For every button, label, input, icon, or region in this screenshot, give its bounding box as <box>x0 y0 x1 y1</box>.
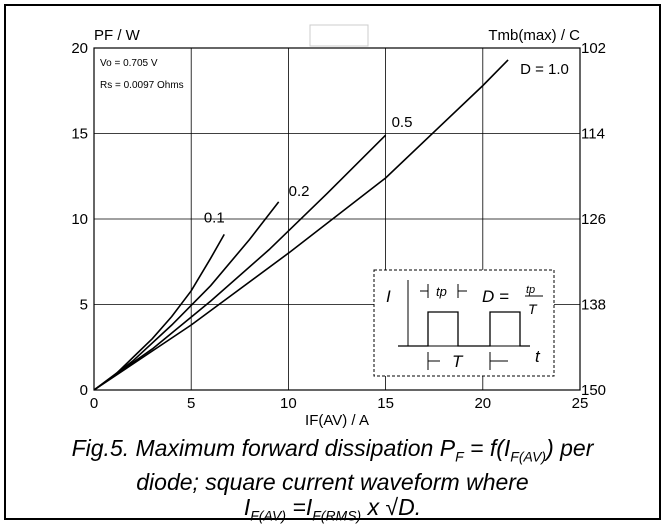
curve-labels: 0.1 0.2 0.5 D = 1.0 <box>204 61 569 226</box>
x-axis-label: IF(AV) / A <box>305 412 369 429</box>
x-tick-label: 5 <box>187 395 195 412</box>
x-tick-label: 25 <box>572 395 589 412</box>
series-line <box>93 134 387 391</box>
tick-labels: 0 5 10 15 20 25 0 5 10 15 20 150 138 126 114 102 <box>71 40 606 412</box>
inset-formula-left: D = <box>482 287 509 306</box>
square-wave <box>398 311 530 347</box>
blank-box <box>309 24 369 47</box>
inset-period: T <box>452 352 464 371</box>
param-vo: Vo = 0.705 V <box>100 58 158 69</box>
inset-formula-num: tp <box>526 284 535 296</box>
y-tick-label: 15 <box>71 126 88 143</box>
y-axis-label-right: Tmb(max) / C <box>488 27 580 44</box>
y-axis-label-left: PF / W <box>94 27 141 44</box>
x-tick-label: 20 <box>474 395 491 412</box>
y2-tick-label: 126 <box>581 211 606 228</box>
inset-formula-den: T <box>528 301 538 317</box>
series-label: D = 1.0 <box>520 61 569 78</box>
curves <box>93 59 509 391</box>
inset-border <box>373 269 555 377</box>
caption-sub-fav: F(AV) <box>250 507 287 524</box>
caption-sub-pf: F <box>455 448 464 465</box>
y-tick-label: 5 <box>80 297 88 314</box>
x-tick-label: 15 <box>377 395 394 412</box>
caption-text-b: = f(I <box>463 435 511 461</box>
y-tick-label: 10 <box>71 211 88 228</box>
param-rs: Rs = 0.0097 Ohms <box>100 80 184 91</box>
caption-text-d: I <box>243 493 251 520</box>
inset-axis-i: I <box>386 287 391 306</box>
caption-text-f: x √D. <box>361 493 422 520</box>
x-tick-label: 10 <box>280 395 297 412</box>
caption-sub-frms: F(RMS) <box>312 507 362 524</box>
y2-tick-label: 138 <box>581 297 606 314</box>
y2-tick-label: 150 <box>581 382 606 399</box>
waveform-inset: I t tp T D = tp T <box>373 269 555 377</box>
y-tick-label: 0 <box>80 382 88 399</box>
series-label: 0.2 <box>289 183 310 200</box>
caption-line-2: diode; square current waveform where <box>136 468 529 495</box>
y2-tick-label: 102 <box>581 40 606 57</box>
series-line <box>93 201 280 391</box>
series-line <box>93 233 225 391</box>
series-line <box>93 59 509 391</box>
series-label: 0.1 <box>204 209 225 226</box>
figure-frame <box>4 4 661 520</box>
caption-text-c: ) per <box>546 435 594 461</box>
plot-border <box>93 47 581 391</box>
caption-text-a: Fig.5. Maximum forward dissipation P <box>71 435 456 461</box>
figure-caption: Fig.5. Maximum forward dissipation PF = … <box>6 436 659 528</box>
caption-sub-ifav: F(AV) <box>510 448 547 465</box>
caption-line-3: IF(AV) =IF(RMS) x √D. <box>6 493 659 528</box>
caption-line-1: Fig.5. Maximum forward dissipation PF = … <box>6 436 659 470</box>
x-tick-label: 0 <box>90 395 98 412</box>
inset-tp: tp <box>436 284 447 299</box>
caption-text-e: =I <box>286 493 313 520</box>
y2-tick-label: 114 <box>581 126 605 143</box>
inset-axis-t: t <box>535 347 541 366</box>
y-tick-label: 20 <box>71 40 88 57</box>
series-label: 0.5 <box>392 114 413 131</box>
